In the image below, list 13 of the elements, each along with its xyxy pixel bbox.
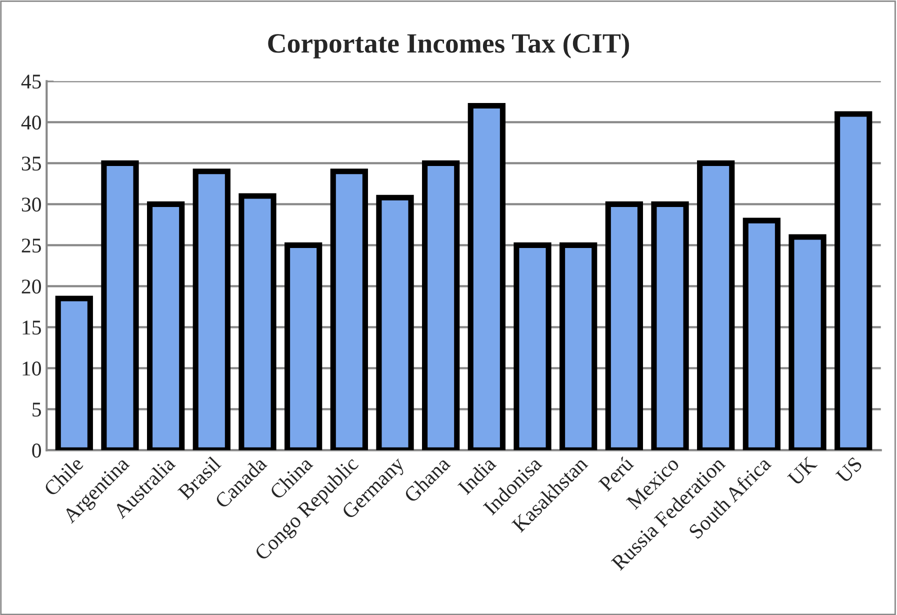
y-tick-label: 15	[22, 320, 41, 335]
y-tick-label: 45	[21, 74, 41, 89]
y-tick-label: 40	[21, 116, 41, 130]
y-tick-label: 20	[22, 280, 41, 294]
y-tick-label: 5	[32, 402, 41, 417]
y-tick-label: 0	[32, 444, 41, 458]
x-tick-label: US	[835, 456, 863, 484]
chart-title: Corportate Incomes Tax (CIT)	[268, 33, 629, 58]
x-tick-label: UK	[787, 456, 818, 486]
y-tick-label: 25	[22, 238, 41, 253]
y-tick-label: 10	[22, 362, 41, 376]
y-tick-label: 35	[22, 156, 41, 171]
y-tick-label: 30	[22, 198, 41, 212]
